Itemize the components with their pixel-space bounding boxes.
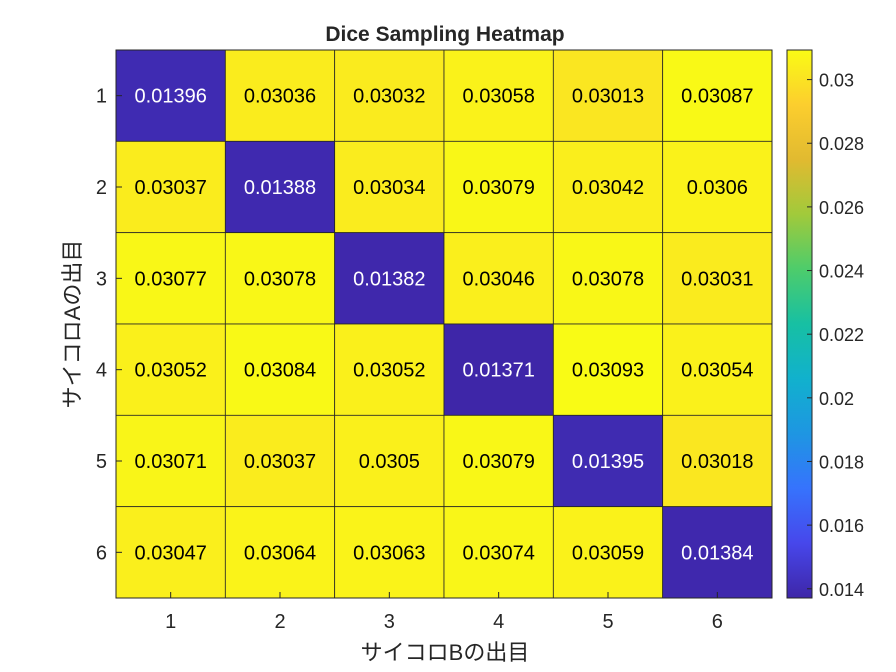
cell-value-label: 0.01382 — [353, 268, 425, 290]
cell-value-label: 0.01396 — [135, 86, 207, 108]
x-tick-label: 4 — [493, 611, 504, 633]
cell-value-label: 0.01384 — [681, 542, 753, 564]
heatmap-cell — [115, 506, 226, 599]
colorbar-tick-label: 0.018 — [819, 452, 864, 472]
y-tick-label: 1 — [96, 86, 107, 108]
cell-value-label: 0.03034 — [353, 177, 425, 199]
cell-value-label: 0.03093 — [572, 360, 644, 382]
colorbar-tick-label: 0.02 — [819, 389, 854, 409]
heatmap-cell — [334, 232, 445, 325]
cell-value-label: 0.03077 — [135, 268, 207, 290]
y-axis-label: サイコロAの出目 — [60, 240, 85, 409]
heatmap-cell — [662, 49, 773, 142]
x-tick-label: 1 — [165, 611, 176, 633]
colorbar-tick-label: 0.026 — [819, 198, 864, 218]
y-tick-label: 3 — [96, 268, 107, 290]
cell-value-label: 0.03036 — [244, 86, 316, 108]
heatmap-cells — [115, 49, 773, 599]
y-tick-label: 4 — [96, 360, 107, 382]
cell-value-label: 0.01388 — [244, 177, 316, 199]
x-tick-labels: 1 2 3 4 5 6 — [165, 592, 723, 633]
heatmap-cell — [443, 323, 554, 416]
cell-labels: 0.01396 0.03036 0.03032 0.03058 0.03013 0.030… — [135, 86, 754, 565]
heatmap-cell — [115, 414, 226, 508]
cell-value-label: 0.03078 — [572, 268, 644, 290]
heatmap-cell — [224, 323, 336, 416]
cell-value-label: 0.03037 — [135, 177, 207, 199]
colorbar-tick-label: 0.024 — [819, 262, 864, 282]
heatmap-cell — [115, 232, 226, 325]
colorbar-tick-label: 0.03 — [819, 71, 854, 91]
cell-value-label: 0.03046 — [463, 268, 535, 290]
colorbar — [786, 49, 813, 599]
colorbar-tick-label: 0.028 — [819, 134, 864, 154]
y-tick-label: 5 — [96, 451, 107, 473]
cell-value-label: 0.03074 — [463, 542, 535, 564]
x-tick-label: 2 — [274, 611, 285, 633]
heatmap-cell — [443, 414, 554, 508]
heatmap-cell — [443, 140, 554, 234]
cell-value-label: 0.03079 — [463, 451, 535, 473]
plot-frame — [115, 49, 773, 599]
heatmap-cell — [224, 140, 336, 234]
cell-value-label: 0.0305 — [359, 451, 420, 473]
heatmap-cell — [552, 506, 664, 599]
cell-value-label: 0.03018 — [681, 451, 753, 473]
heatmap-cell — [115, 323, 226, 416]
cell-value-label: 0.03042 — [572, 177, 644, 199]
heatmap-cell — [552, 232, 664, 325]
cell-value-label: 0.0306 — [687, 177, 748, 199]
cell-value-label: 0.01371 — [463, 360, 535, 382]
cell-value-label: 0.03059 — [572, 542, 644, 564]
cell-value-label: 0.01395 — [572, 451, 644, 473]
cell-value-label: 0.03063 — [353, 542, 425, 564]
colorbar-tick-label: 0.022 — [819, 325, 864, 345]
colorbar-tick-label: 0.016 — [819, 516, 864, 536]
heatmap-cell — [224, 49, 336, 142]
cell-value-label: 0.03052 — [353, 360, 425, 382]
heatmap-cell — [115, 49, 226, 142]
cell-value-label: 0.03047 — [135, 542, 207, 564]
cell-value-label: 0.03013 — [572, 86, 644, 108]
colorbar-ticks: 0.014 0.016 0.018 0.02 0.022 0.024 0.026 0.028 0… — [807, 71, 864, 600]
cell-value-label: 0.03031 — [681, 268, 753, 290]
heatmap-cell — [224, 232, 336, 325]
heatmap-cell — [443, 232, 554, 325]
cell-value-label: 0.03078 — [244, 268, 316, 290]
heatmap-cell — [552, 323, 664, 416]
x-axis-label: サイコロBの出目 — [361, 640, 530, 665]
heatmap-cell — [552, 49, 664, 142]
x-tick-label: 3 — [384, 611, 395, 633]
heatmap-cell — [334, 323, 445, 416]
cell-value-label: 0.03054 — [681, 360, 753, 382]
heatmap-cell — [334, 414, 445, 508]
cell-value-label: 0.03064 — [244, 542, 316, 564]
heatmap-cell — [552, 414, 664, 508]
y-tick-label: 6 — [96, 542, 107, 564]
x-tick-label: 5 — [602, 611, 613, 633]
cell-value-label: 0.03032 — [353, 86, 425, 108]
heatmap-cell — [443, 49, 554, 142]
cell-value-label: 0.03087 — [681, 86, 753, 108]
y-tick-labels: 1 2 3 4 5 6 — [96, 86, 122, 564]
x-tick-label: 6 — [712, 611, 723, 633]
cell-value-label: 0.03084 — [244, 360, 316, 382]
colorbar-tick-label: 0.014 — [819, 580, 864, 600]
cell-value-label: 0.03052 — [135, 360, 207, 382]
cell-value-label: 0.03071 — [135, 451, 207, 473]
heatmap-cell — [662, 140, 773, 234]
y-tick-label: 2 — [96, 177, 107, 199]
heatmap-cell — [662, 506, 773, 599]
cell-value-label: 0.03037 — [244, 451, 316, 473]
chart-title: Dice Sampling Heatmap — [325, 23, 564, 46]
heatmap-cell — [662, 232, 773, 325]
cell-value-label: 0.03058 — [463, 86, 535, 108]
cell-value-label: 0.03079 — [463, 177, 535, 199]
